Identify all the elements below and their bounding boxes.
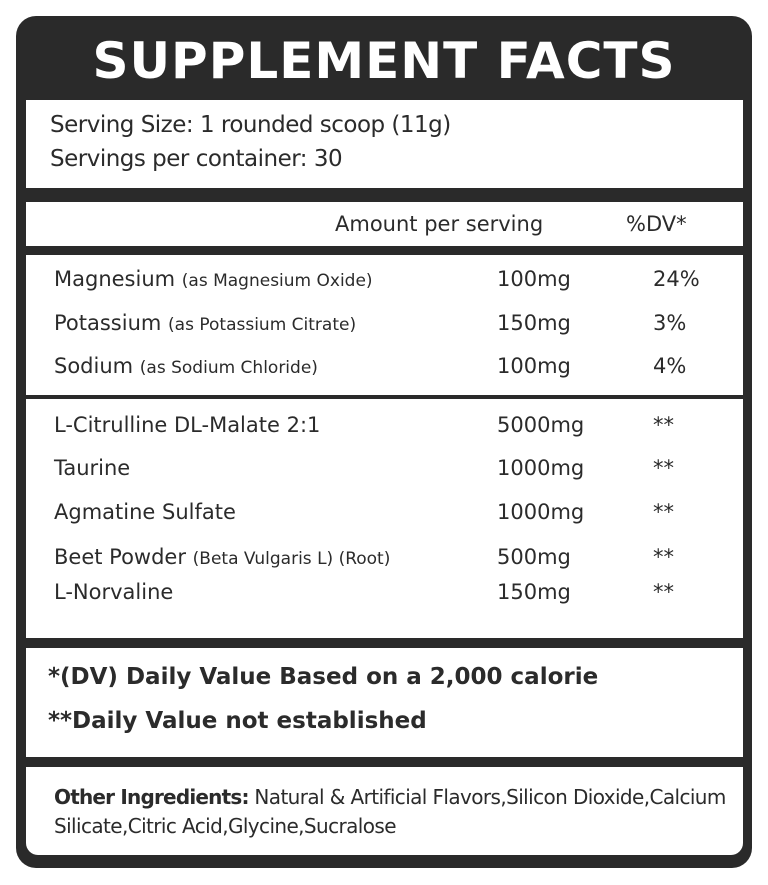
other-ingredients: Other Ingredients: Natural & Artificial … (54, 783, 734, 841)
nutrient-name-text: Magnesium (54, 267, 176, 291)
nutrient-dv: ** (653, 545, 674, 569)
nutrient-name-text: L-Citrulline DL-Malate 2:1 (54, 413, 321, 437)
nutrient-row: Potassium (as Potassium Citrate) 150mg 3… (26, 311, 743, 341)
nutrient-dv: 4% (653, 354, 687, 378)
nutrient-row: Beet Powder (Beta Vulgaris L) (Root) 500… (26, 545, 743, 575)
nutrient-row: L-Citrulline DL-Malate 2:1 5000mg ** (26, 413, 743, 443)
column-header-panel: Amount per serving %DV* (26, 202, 743, 246)
nutrient-source: (Beta Vulgaris L) (Root) (192, 549, 391, 569)
nutrient-name-text: Taurine (54, 456, 131, 480)
nutrient-row: Taurine 1000mg ** (26, 456, 743, 486)
other-ingredients-panel: Other Ingredients: Natural & Artificial … (26, 767, 743, 855)
nutrient-name-text: L-Norvaline (54, 580, 174, 604)
nutrient-name: Magnesium (as Magnesium Oxide) (54, 267, 373, 291)
nutrient-dv: 3% (653, 311, 687, 335)
nutrient-name: Beet Powder (Beta Vulgaris L) (Root) (54, 545, 390, 569)
nutrient-amount: 100mg (497, 354, 571, 378)
nutrient-dv: ** (653, 413, 674, 437)
nutrient-name-text: Potassium (54, 311, 162, 335)
servings-per-container: Servings per container: 30 (50, 146, 343, 172)
notes-panel: *(DV) Daily Value Based on a 2,000 calor… (26, 648, 743, 757)
nutrient-dv: ** (653, 500, 674, 524)
other-ingredients-label: Other Ingredients: (54, 785, 249, 809)
nutrient-amount: 100mg (497, 267, 571, 291)
nutrient-dv: 24% (653, 267, 700, 291)
nutrient-name: L-Citrulline DL-Malate 2:1 (54, 413, 320, 437)
not-established-note: **Daily Value not established (48, 708, 427, 734)
nutrient-row: Magnesium (as Magnesium Oxide) 100mg 24% (26, 267, 743, 297)
nutrient-amount: 150mg (497, 311, 571, 335)
nutrient-row: L-Norvaline 150mg ** (26, 580, 743, 610)
nutrient-dv: ** (653, 580, 674, 604)
nutrient-name: Agmatine Sulfate (54, 500, 236, 524)
dv-note: *(DV) Daily Value Based on a 2,000 calor… (48, 664, 599, 690)
nutrient-name-text: Agmatine Sulfate (54, 500, 236, 524)
nutrient-amount: 500mg (497, 545, 571, 569)
nutrient-source: (as Magnesium Oxide) (181, 271, 373, 291)
serving-panel: Serving Size: 1 rounded scoop (11g) Serv… (26, 100, 743, 188)
nutrient-name: Potassium (as Potassium Citrate) (54, 311, 356, 335)
nutrient-row: Agmatine Sulfate 1000mg ** (26, 500, 743, 530)
blend-panel: L-Citrulline DL-Malate 2:1 5000mg ** Taur… (26, 399, 743, 638)
nutrient-amount: 5000mg (497, 413, 585, 437)
dv-header: %DV* (626, 212, 687, 236)
nutrient-source: (as Potassium Citrate) (168, 315, 357, 335)
nutrient-name-text: Sodium (54, 354, 134, 378)
minerals-panel: Magnesium (as Magnesium Oxide) 100mg 24%… (26, 255, 743, 395)
nutrient-name: Sodium (as Sodium Chloride) (54, 354, 318, 378)
nutrient-dv: ** (653, 456, 674, 480)
nutrient-row: Sodium (as Sodium Chloride) 100mg 4% (26, 354, 743, 384)
other-ingredients-text: Natural & Artificial Flavors,Silicon Dio… (54, 785, 726, 838)
nutrient-name: L-Norvaline (54, 580, 173, 604)
nutrient-name-text: Beet Powder (54, 545, 186, 569)
serving-size: Serving Size: 1 rounded scoop (11g) (50, 112, 451, 138)
nutrient-name: Taurine (54, 456, 130, 480)
nutrient-source: (as Sodium Chloride) (139, 358, 318, 378)
nutrient-amount: 1000mg (497, 500, 585, 524)
label-title: SUPPLEMENT FACTS (92, 32, 676, 90)
amount-header: Amount per serving (335, 212, 544, 236)
nutrient-amount: 150mg (497, 580, 571, 604)
nutrient-amount: 1000mg (497, 456, 585, 480)
